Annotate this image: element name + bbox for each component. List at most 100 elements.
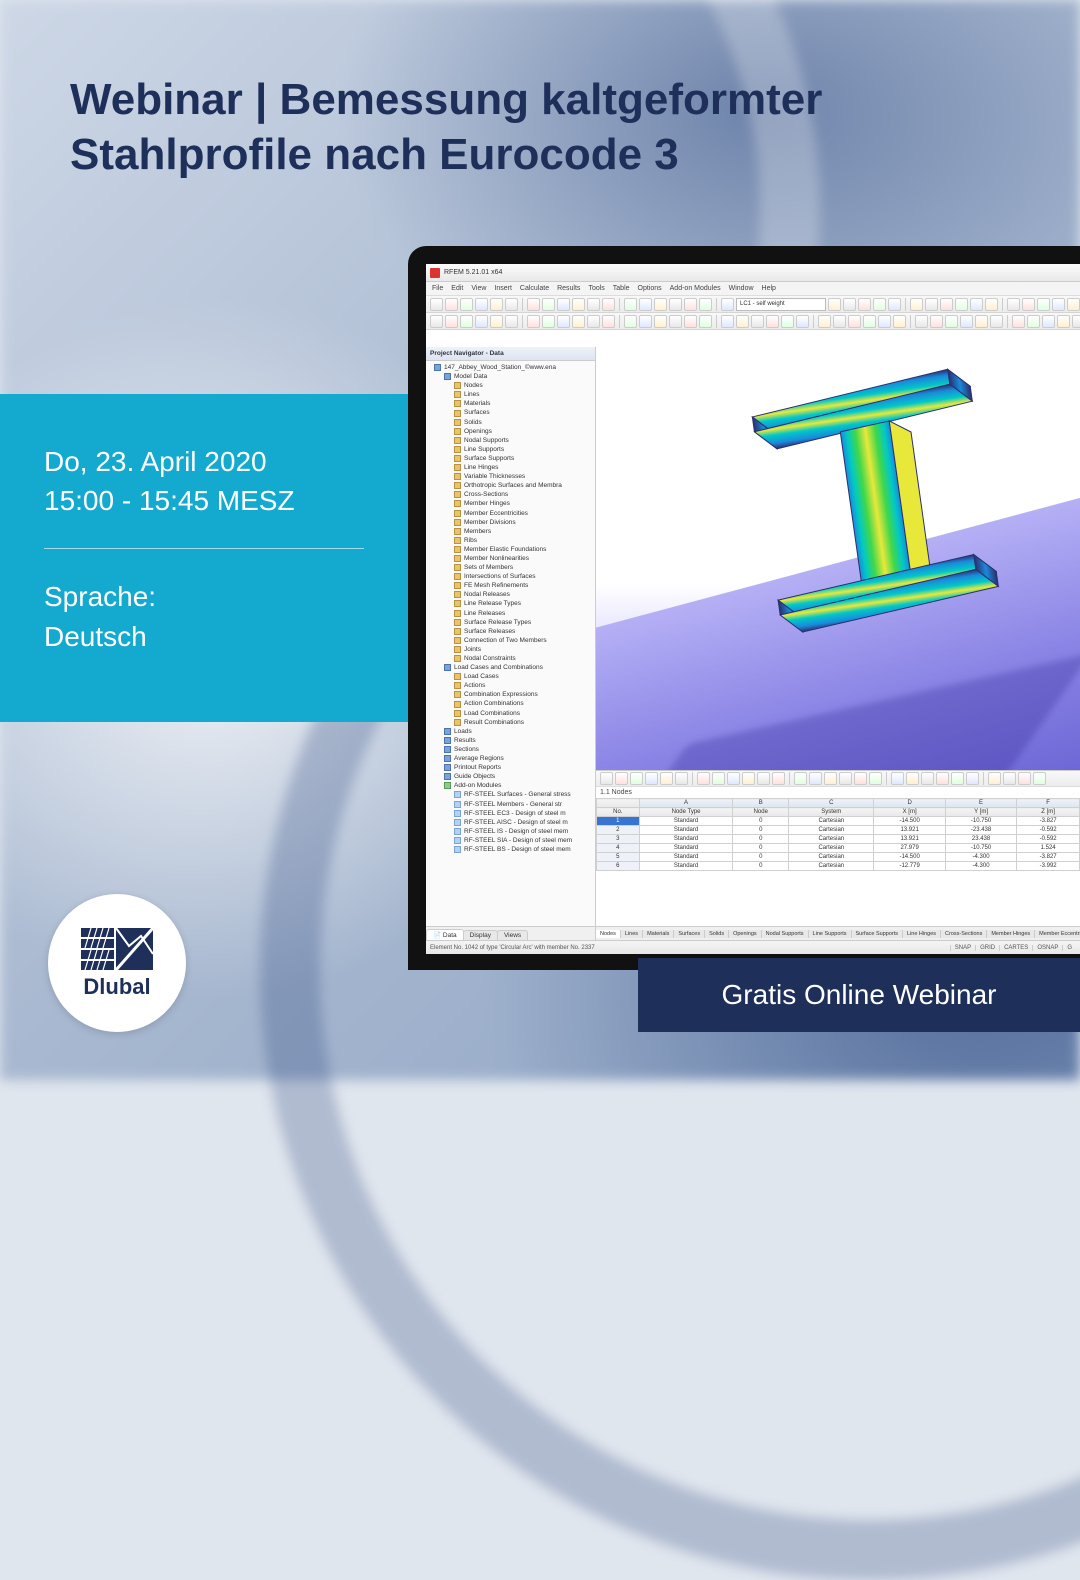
tree-item[interactable]: Openings xyxy=(426,427,595,436)
tree-item[interactable]: Nodes xyxy=(426,381,595,390)
toolbar-button[interactable] xyxy=(1052,298,1065,311)
tree-item[interactable]: Variable Thicknesses xyxy=(426,472,595,481)
tree-item[interactable]: Average Regions xyxy=(426,754,595,763)
toolbar-button[interactable] xyxy=(712,772,725,785)
toolbar-button[interactable] xyxy=(878,315,891,328)
toolbar-button[interactable] xyxy=(557,298,570,311)
table-tabs[interactable]: NodesLinesMaterialsSurfacesSolidsOpening… xyxy=(596,926,1080,940)
toolbar-button[interactable] xyxy=(615,772,628,785)
toolbar-button[interactable] xyxy=(557,315,570,328)
data-table-panel[interactable]: 1.1 Nodes ABCDEFNo.Node TypeNodeSystemX … xyxy=(596,770,1080,940)
menu-calculate[interactable]: Calculate xyxy=(520,285,549,292)
toolbar-button[interactable] xyxy=(490,315,503,328)
toolbar-button[interactable] xyxy=(796,315,809,328)
tree-item[interactable]: Solids xyxy=(426,418,595,427)
tree-item[interactable]: Lines xyxy=(426,390,595,399)
tree-item[interactable]: Member Elastic Foundations xyxy=(426,545,595,554)
toolbar-button[interactable] xyxy=(600,772,613,785)
toolbar-2[interactable] xyxy=(426,313,1080,330)
toolbar-button[interactable] xyxy=(915,315,928,328)
nav-tab-display[interactable]: Display xyxy=(463,930,498,940)
toolbar-button[interactable] xyxy=(751,315,764,328)
toolbar-button[interactable] xyxy=(955,298,968,311)
toolbar-button[interactable] xyxy=(660,772,673,785)
toolbar-button[interactable] xyxy=(1003,772,1016,785)
toolbar-button[interactable] xyxy=(430,315,443,328)
tree-item[interactable]: Load Cases xyxy=(426,672,595,681)
table-tab[interactable]: Cross-Sections xyxy=(941,930,987,938)
toolbar-button[interactable] xyxy=(721,315,734,328)
table-tab[interactable]: Surfaces xyxy=(674,930,705,938)
toolbar-button[interactable] xyxy=(960,315,973,328)
tree-item[interactable]: Member Hinges xyxy=(426,499,595,508)
toolbar-button[interactable] xyxy=(893,315,906,328)
toolbar-button[interactable] xyxy=(988,772,1001,785)
toolbar-button[interactable] xyxy=(781,315,794,328)
tree-item[interactable]: RF-STEEL BS - Design of steel mem xyxy=(426,845,595,854)
toolbar-1[interactable]: LC1 - self weight xyxy=(426,296,1080,313)
tree-item[interactable]: Actions xyxy=(426,681,595,690)
tree-item[interactable]: Connection of Two Members xyxy=(426,636,595,645)
toolbar-button[interactable] xyxy=(966,772,979,785)
model-tree[interactable]: 147_Abbey_Wood_Station_©www.ena Model Da… xyxy=(426,361,595,926)
toolbar-button[interactable] xyxy=(697,772,710,785)
toolbar-button[interactable] xyxy=(1022,298,1035,311)
toolbar-button[interactable] xyxy=(527,315,540,328)
tree-item[interactable]: RF-STEEL SIA - Design of steel mem xyxy=(426,836,595,845)
toolbar-button[interactable] xyxy=(727,772,740,785)
tree-item[interactable]: Line Hinges xyxy=(426,463,595,472)
tree-item[interactable]: Materials xyxy=(426,399,595,408)
toolbar-button[interactable] xyxy=(848,315,861,328)
toolbar-button[interactable] xyxy=(1027,315,1040,328)
toolbar-button[interactable] xyxy=(684,298,697,311)
tree-item[interactable]: Sections xyxy=(426,745,595,754)
toolbar-button[interactable] xyxy=(1072,315,1080,328)
toolbar-button[interactable] xyxy=(936,772,949,785)
toolbar-button[interactable] xyxy=(891,772,904,785)
tree-item[interactable]: Surface Supports xyxy=(426,454,595,463)
toolbar-button[interactable] xyxy=(475,298,488,311)
toolbar-button[interactable] xyxy=(654,315,667,328)
menu-add-on modules[interactable]: Add-on Modules xyxy=(670,285,721,292)
tree-item[interactable]: Model Data xyxy=(426,372,595,381)
menu-tools[interactable]: Tools xyxy=(588,285,604,292)
menu-help[interactable]: Help xyxy=(762,285,776,292)
toolbar-button[interactable] xyxy=(460,298,473,311)
toolbar-button[interactable] xyxy=(542,315,555,328)
tree-item[interactable]: Member Divisions xyxy=(426,518,595,527)
toolbar-button[interactable] xyxy=(888,298,901,311)
table-tab[interactable]: Openings xyxy=(729,930,762,938)
toolbar-button[interactable] xyxy=(1037,298,1050,311)
toolbar-button[interactable] xyxy=(794,772,807,785)
tree-item[interactable]: Guide Objects xyxy=(426,772,595,781)
tree-item[interactable]: Joints xyxy=(426,645,595,654)
toolbar-button[interactable] xyxy=(445,315,458,328)
toolbar-button[interactable] xyxy=(1033,772,1046,785)
toolbar-button[interactable] xyxy=(910,298,923,311)
table-tab[interactable]: Nodes xyxy=(596,930,621,938)
tree-item[interactable]: Loads xyxy=(426,727,595,736)
toolbar-button[interactable] xyxy=(828,298,841,311)
toolbar-button[interactable] xyxy=(742,772,755,785)
toolbar-button[interactable] xyxy=(873,298,886,311)
tree-item[interactable]: RF-STEEL IS - Design of steel mem xyxy=(426,827,595,836)
table-tab[interactable]: Surface Supports xyxy=(852,930,904,938)
table-tab[interactable]: Member Hinges xyxy=(987,930,1035,938)
menu-options[interactable]: Options xyxy=(638,285,662,292)
tree-item[interactable]: Load Cases and Combinations xyxy=(426,663,595,672)
toolbar-button[interactable] xyxy=(445,298,458,311)
table-tab[interactable]: Line Hinges xyxy=(903,930,941,938)
tree-item[interactable]: RF-STEEL EC3 - Design of steel m xyxy=(426,809,595,818)
tree-item[interactable]: Line Supports xyxy=(426,445,595,454)
menu-bar[interactable]: FileEditViewInsertCalculateResultsToolsT… xyxy=(426,282,1080,296)
tree-item[interactable]: Line Releases xyxy=(426,609,595,618)
toolbar-button[interactable] xyxy=(669,315,682,328)
tree-item[interactable]: Surface Releases xyxy=(426,627,595,636)
toolbar-button[interactable] xyxy=(572,298,585,311)
menu-insert[interactable]: Insert xyxy=(494,285,512,292)
table-tab[interactable]: Member Eccentricities xyxy=(1035,930,1080,938)
toolbar-button[interactable] xyxy=(839,772,852,785)
tree-item[interactable]: FE Mesh Refinements xyxy=(426,581,595,590)
toolbar-button[interactable] xyxy=(639,315,652,328)
toolbar-button[interactable] xyxy=(430,298,443,311)
